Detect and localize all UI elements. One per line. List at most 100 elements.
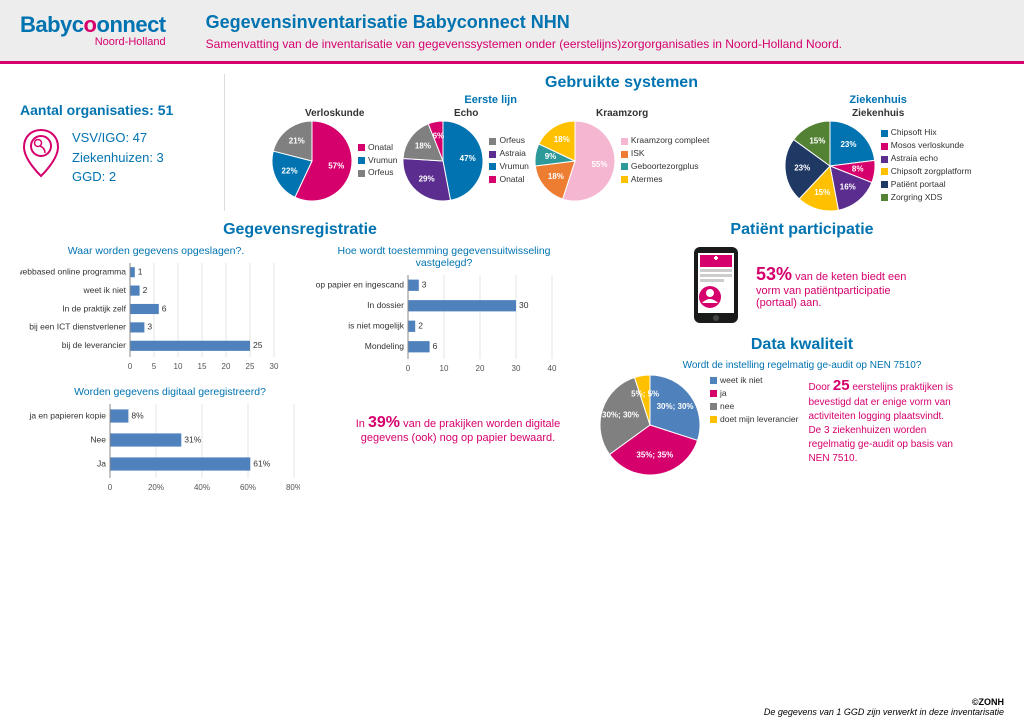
reg-title: Gegevensregistratie — [20, 221, 580, 239]
bar-chart-digital: 0 20% 40% 60% 80% ja en papieren kopie 8% Nee 31… — [20, 404, 320, 497]
org-summary: Aantal organisaties: 51 VSV/IGO: 47 Ziek… — [20, 74, 210, 187]
callout-paper: In 39% van de prakijken worden digitale … — [336, 414, 580, 444]
svg-text:31%: 31% — [184, 434, 201, 444]
bar1-title: Waar worden gegevens opgeslagen?. — [20, 245, 292, 257]
svg-text:0: 0 — [108, 483, 113, 492]
svg-text:23%: 23% — [794, 164, 810, 173]
phone-icon — [688, 245, 744, 328]
svg-text:30: 30 — [512, 364, 521, 373]
bar-chart-storage: 051015202530webbased online programma1we… — [20, 263, 292, 376]
svg-text:20: 20 — [476, 364, 485, 373]
dq-title: Data kwaliteit — [600, 336, 1004, 354]
svg-text:57%: 57% — [328, 162, 344, 171]
svg-text:20: 20 — [222, 362, 231, 371]
dq-pie: 30%; 30% 35%; 35% 30%; 30% 5%; 5% — [600, 375, 700, 478]
participation-title: Patiënt participatie — [600, 221, 1004, 239]
footer: ©ZONH De gegevens van 1 GGD zijn verwerk… — [764, 697, 1004, 717]
data-quality-block: Data kwaliteit Wordt de instelling regel… — [600, 336, 1004, 478]
svg-text:5%; 5%: 5%; 5% — [631, 389, 659, 398]
svg-text:2: 2 — [143, 285, 148, 295]
svg-text:8%: 8% — [852, 165, 864, 174]
svg-text:8%: 8% — [131, 410, 144, 420]
svg-text:47%: 47% — [460, 154, 476, 163]
logo-baby: Babyc — [20, 12, 84, 37]
header-text: Gegevensinventarisatie Babyconnect NHN S… — [206, 12, 842, 51]
svg-text:55%: 55% — [591, 160, 607, 169]
pie-chart: Verloskunde57%22%21%OnatalVrumunOrfeus — [272, 108, 397, 201]
svg-text:op papier en ingescand: op papier en ingescand — [316, 280, 405, 290]
bar-chart-consent: 010203040op papier en ingescand3In dossi… — [308, 275, 580, 378]
svg-text:30: 30 — [519, 300, 529, 310]
svg-text:30%; 30%: 30%; 30% — [602, 411, 639, 420]
svg-text:22%: 22% — [282, 167, 298, 176]
registration-block: Gegevensregistratie Waar worden gegevens… — [20, 221, 580, 497]
location-icon — [20, 128, 62, 181]
svg-text:0: 0 — [406, 364, 411, 373]
bar2-title: Hoe wordt toestemming gegevensuitwisseli… — [308, 245, 580, 269]
logo-nnect: nnect — [109, 12, 165, 37]
svg-text:10: 10 — [174, 362, 183, 371]
svg-text:6: 6 — [433, 341, 438, 351]
svg-text:61%: 61% — [253, 458, 270, 468]
org-line: GGD: 2 — [72, 167, 164, 187]
svg-text:40: 40 — [548, 364, 557, 373]
svg-text:bij de leverancier: bij de leverancier — [62, 340, 126, 350]
svg-text:20%: 20% — [148, 483, 164, 492]
svg-text:29%: 29% — [419, 175, 435, 184]
svg-text:80%: 80% — [286, 483, 300, 492]
svg-text:6%: 6% — [433, 132, 445, 141]
pie-chart: Kraamzorg55%18%9%18%Kraamzorg compleetIS… — [535, 108, 709, 201]
dq-legend: weet ik nietjaneedoet mijn leverancier — [710, 375, 798, 427]
svg-text:0: 0 — [128, 362, 133, 371]
dq-sub: Wordt de instelling regelmatig ge-audit … — [600, 360, 1004, 371]
svg-text:15%: 15% — [809, 136, 825, 145]
svg-text:10: 10 — [440, 364, 449, 373]
svg-text:ja en papieren kopie: ja en papieren kopie — [28, 410, 106, 420]
svg-text:weet ik niet: weet ik niet — [82, 285, 126, 295]
svg-text:25: 25 — [246, 362, 255, 371]
org-line: VSV/IGO: 47 — [72, 128, 164, 148]
svg-text:25: 25 — [253, 340, 263, 350]
svg-text:In dossier: In dossier — [367, 300, 404, 310]
svg-text:40%: 40% — [194, 483, 210, 492]
svg-text:3: 3 — [147, 322, 152, 332]
svg-text:Mondeling: Mondeling — [365, 341, 404, 351]
pie-chart: Ziekenhuis23%8%16%15%23%15%Chipsoft HixM… — [785, 108, 972, 211]
svg-text:In de praktijk zelf: In de praktijk zelf — [62, 303, 126, 313]
systems-charts: Gebruikte systemen Eerste lijn Verloskun… — [224, 74, 1004, 211]
svg-text:21%: 21% — [289, 137, 305, 146]
svg-text:9%: 9% — [545, 152, 557, 161]
svg-text:23%: 23% — [840, 140, 856, 149]
section-systems: Aantal organisaties: 51 VSV/IGO: 47 Ziek… — [0, 64, 1024, 217]
bar3-title: Worden gegevens digitaal geregistreerd? — [20, 386, 320, 398]
pie-chart: Echo47%29%18%6%OrfeusAstraiaVrumunOnatal — [403, 108, 528, 201]
svg-text:15: 15 — [198, 362, 207, 371]
svg-text:30%; 30%: 30%; 30% — [657, 402, 694, 411]
svg-text:6: 6 — [162, 303, 167, 313]
svg-text:5: 5 — [152, 362, 157, 371]
svg-text:Nee: Nee — [90, 434, 106, 444]
svg-text:2: 2 — [418, 321, 423, 331]
svg-text:60%: 60% — [240, 483, 256, 492]
systems-title: Gebruikte systemen — [239, 74, 1004, 92]
org-line: Ziekenhuizen: 3 — [72, 148, 164, 168]
right-column: Patiënt participatie 53% van de keten bi… — [600, 221, 1004, 497]
org-title: Aantal organisaties: 51 — [20, 102, 210, 118]
svg-text:Ja: Ja — [97, 458, 106, 468]
logo: Babycoonnect Noord-Holland — [20, 12, 166, 48]
svg-text:30: 30 — [270, 362, 279, 371]
section-lower: Gegevensregistratie Waar worden gegevens… — [0, 217, 1024, 497]
group-ziekenhuis: Ziekenhuis — [752, 94, 1004, 106]
svg-text:18%: 18% — [548, 172, 564, 181]
header: Babycoonnect Noord-Holland Gegevensinven… — [0, 0, 1024, 61]
dq-text: Door 25 eerstelijns praktijken is bevest… — [808, 375, 968, 466]
svg-text:35%; 35%: 35%; 35% — [636, 451, 673, 460]
svg-text:18%: 18% — [415, 142, 431, 151]
participation-text: 53% van de keten biedt een vorm van pati… — [756, 264, 916, 309]
svg-text:18%: 18% — [554, 135, 570, 144]
org-lines: VSV/IGO: 47 Ziekenhuizen: 3 GGD: 2 — [72, 128, 164, 187]
svg-text:webbased online programma: webbased online programma — [20, 266, 126, 276]
svg-text:16%: 16% — [840, 183, 856, 192]
svg-text:15%: 15% — [814, 188, 830, 197]
page-subtitle: Samenvatting van de inventarisatie van g… — [206, 37, 842, 51]
